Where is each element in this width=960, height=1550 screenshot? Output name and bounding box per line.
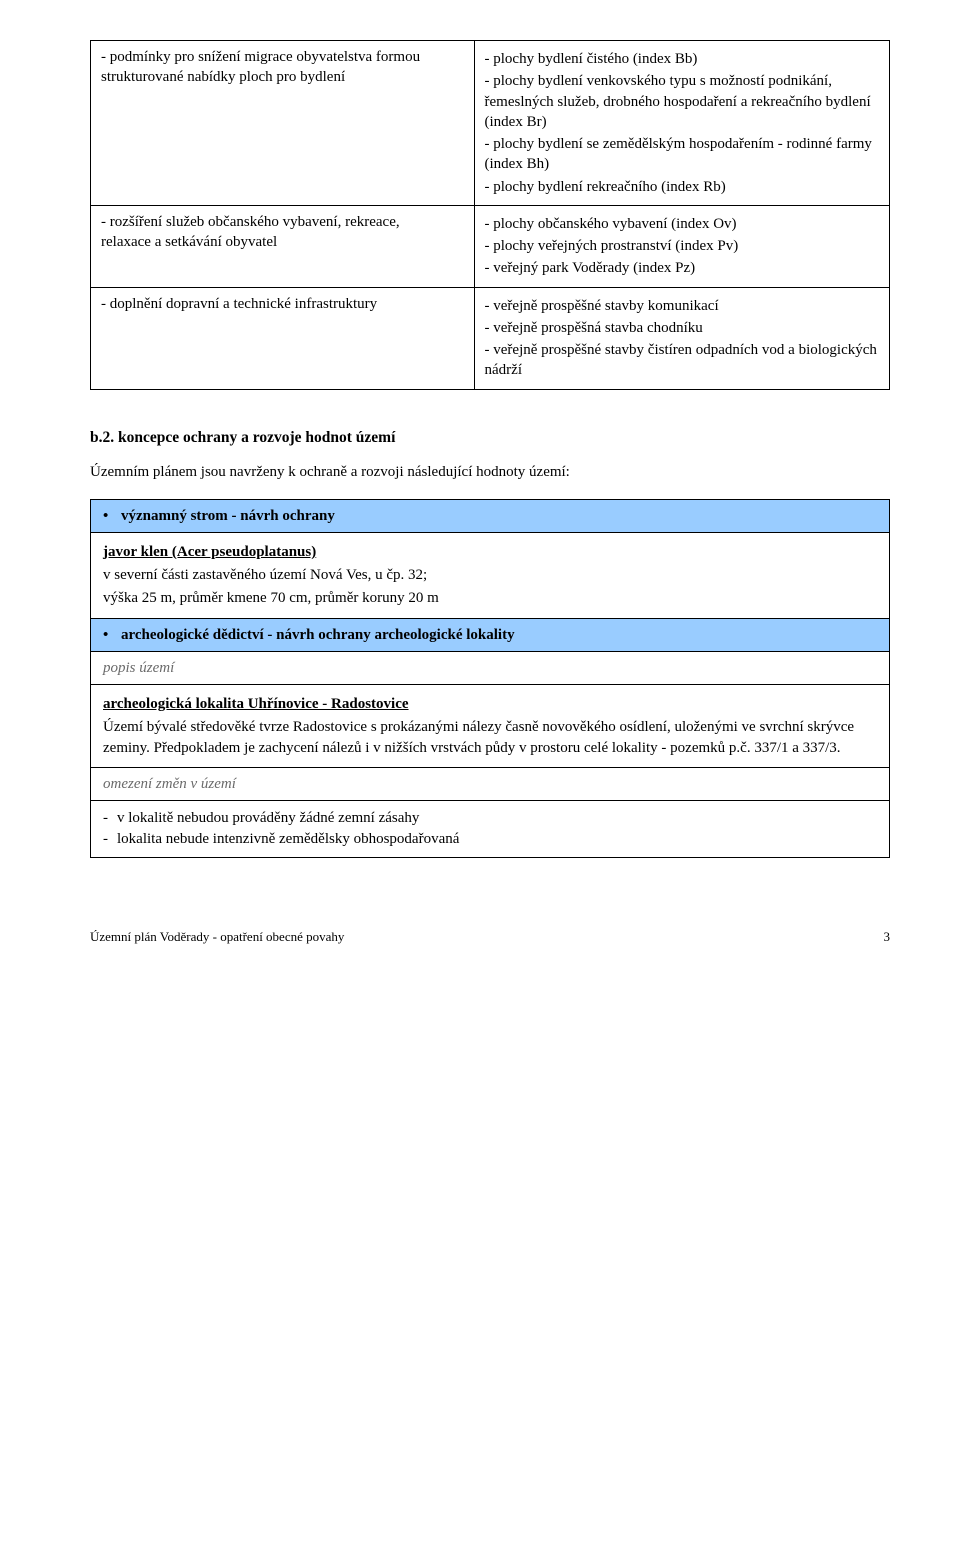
section-intro: Územním plánem jsou navrženy k ochraně a… bbox=[90, 462, 890, 482]
list-item: - veřejně prospěšné stavby čistíren odpa… bbox=[485, 340, 879, 381]
protection-table: •významný strom - návrh ochrany javor kl… bbox=[90, 499, 890, 858]
restrictions-label: omezení změn v území bbox=[91, 767, 890, 800]
list-item: - veřejně prospěšné stavby komunikací bbox=[485, 296, 879, 316]
list-item: - veřejný park Voděrady (index Pz) bbox=[485, 258, 879, 278]
area-description-label: popis území bbox=[91, 651, 890, 684]
list-item: - plochy bydlení venkovského typu s možn… bbox=[485, 71, 879, 132]
table-cell-left: - doplnění dopravní a technické infrastr… bbox=[91, 287, 475, 389]
list-item: - plochy bydlení se zemědělským hospodař… bbox=[485, 134, 879, 175]
list-item: - veřejně prospěšná stavba chodníku bbox=[485, 318, 879, 338]
list-item: - plochy veřejných prostranství (index P… bbox=[485, 236, 879, 256]
table-cell-right: - plochy bydlení čistého (index Bb)- plo… bbox=[474, 41, 889, 206]
page-footer: Územní plán Voděrady - opatření obecné p… bbox=[90, 928, 890, 946]
restrictions-body: v lokalitě nebudou prováděny žádné zemní… bbox=[91, 801, 890, 858]
restriction-item: lokalita nebude intenzivně zemědělsky ob… bbox=[103, 829, 877, 849]
tree-species: javor klen (Acer pseudoplatanus) bbox=[103, 544, 316, 560]
tree-header-text: významný strom - návrh ochrany bbox=[121, 508, 335, 524]
archaeology-body: archeologická lokalita Uhřínovice - Rado… bbox=[91, 685, 890, 768]
tree-protection-header: •významný strom - návrh ochrany bbox=[91, 499, 890, 532]
table-cell-left: - podmínky pro snížení migrace obyvatels… bbox=[91, 41, 475, 206]
archaeology-site-name: archeologická lokalita Uhřínovice - Rado… bbox=[103, 696, 409, 712]
table-cell-left: - rozšíření služeb občanského vybavení, … bbox=[91, 205, 475, 287]
tree-location: v severní části zastavěného území Nová V… bbox=[103, 565, 877, 585]
table-cell-right: - veřejně prospěšné stavby komunikací- v… bbox=[474, 287, 889, 389]
tree-body: javor klen (Acer pseudoplatanus) v sever… bbox=[91, 532, 890, 618]
archaeology-header: •archeologické dědictví - návrh ochrany … bbox=[91, 618, 890, 651]
archaeology-header-text: archeologické dědictví - návrh ochrany a… bbox=[121, 627, 515, 643]
restriction-item: v lokalitě nebudou prováděny žádné zemní… bbox=[103, 808, 877, 828]
archaeology-description: Území bývalé středověké tvrze Radostovic… bbox=[103, 717, 877, 758]
tree-dimensions: výška 25 m, průměr kmene 70 cm, průměr k… bbox=[103, 588, 877, 608]
table-cell-right: - plochy občanského vybavení (index Ov)-… bbox=[474, 205, 889, 287]
section-heading: b.2. koncepce ochrany a rozvoje hodnot ú… bbox=[90, 428, 890, 449]
list-item: - plochy bydlení rekreačního (index Rb) bbox=[485, 177, 879, 197]
footer-title: Územní plán Voděrady - opatření obecné p… bbox=[90, 928, 344, 946]
page-number: 3 bbox=[884, 928, 891, 946]
list-item: - plochy občanského vybavení (index Ov) bbox=[485, 214, 879, 234]
conditions-table: - podmínky pro snížení migrace obyvatels… bbox=[90, 40, 890, 390]
list-item: - plochy bydlení čistého (index Bb) bbox=[485, 49, 879, 69]
